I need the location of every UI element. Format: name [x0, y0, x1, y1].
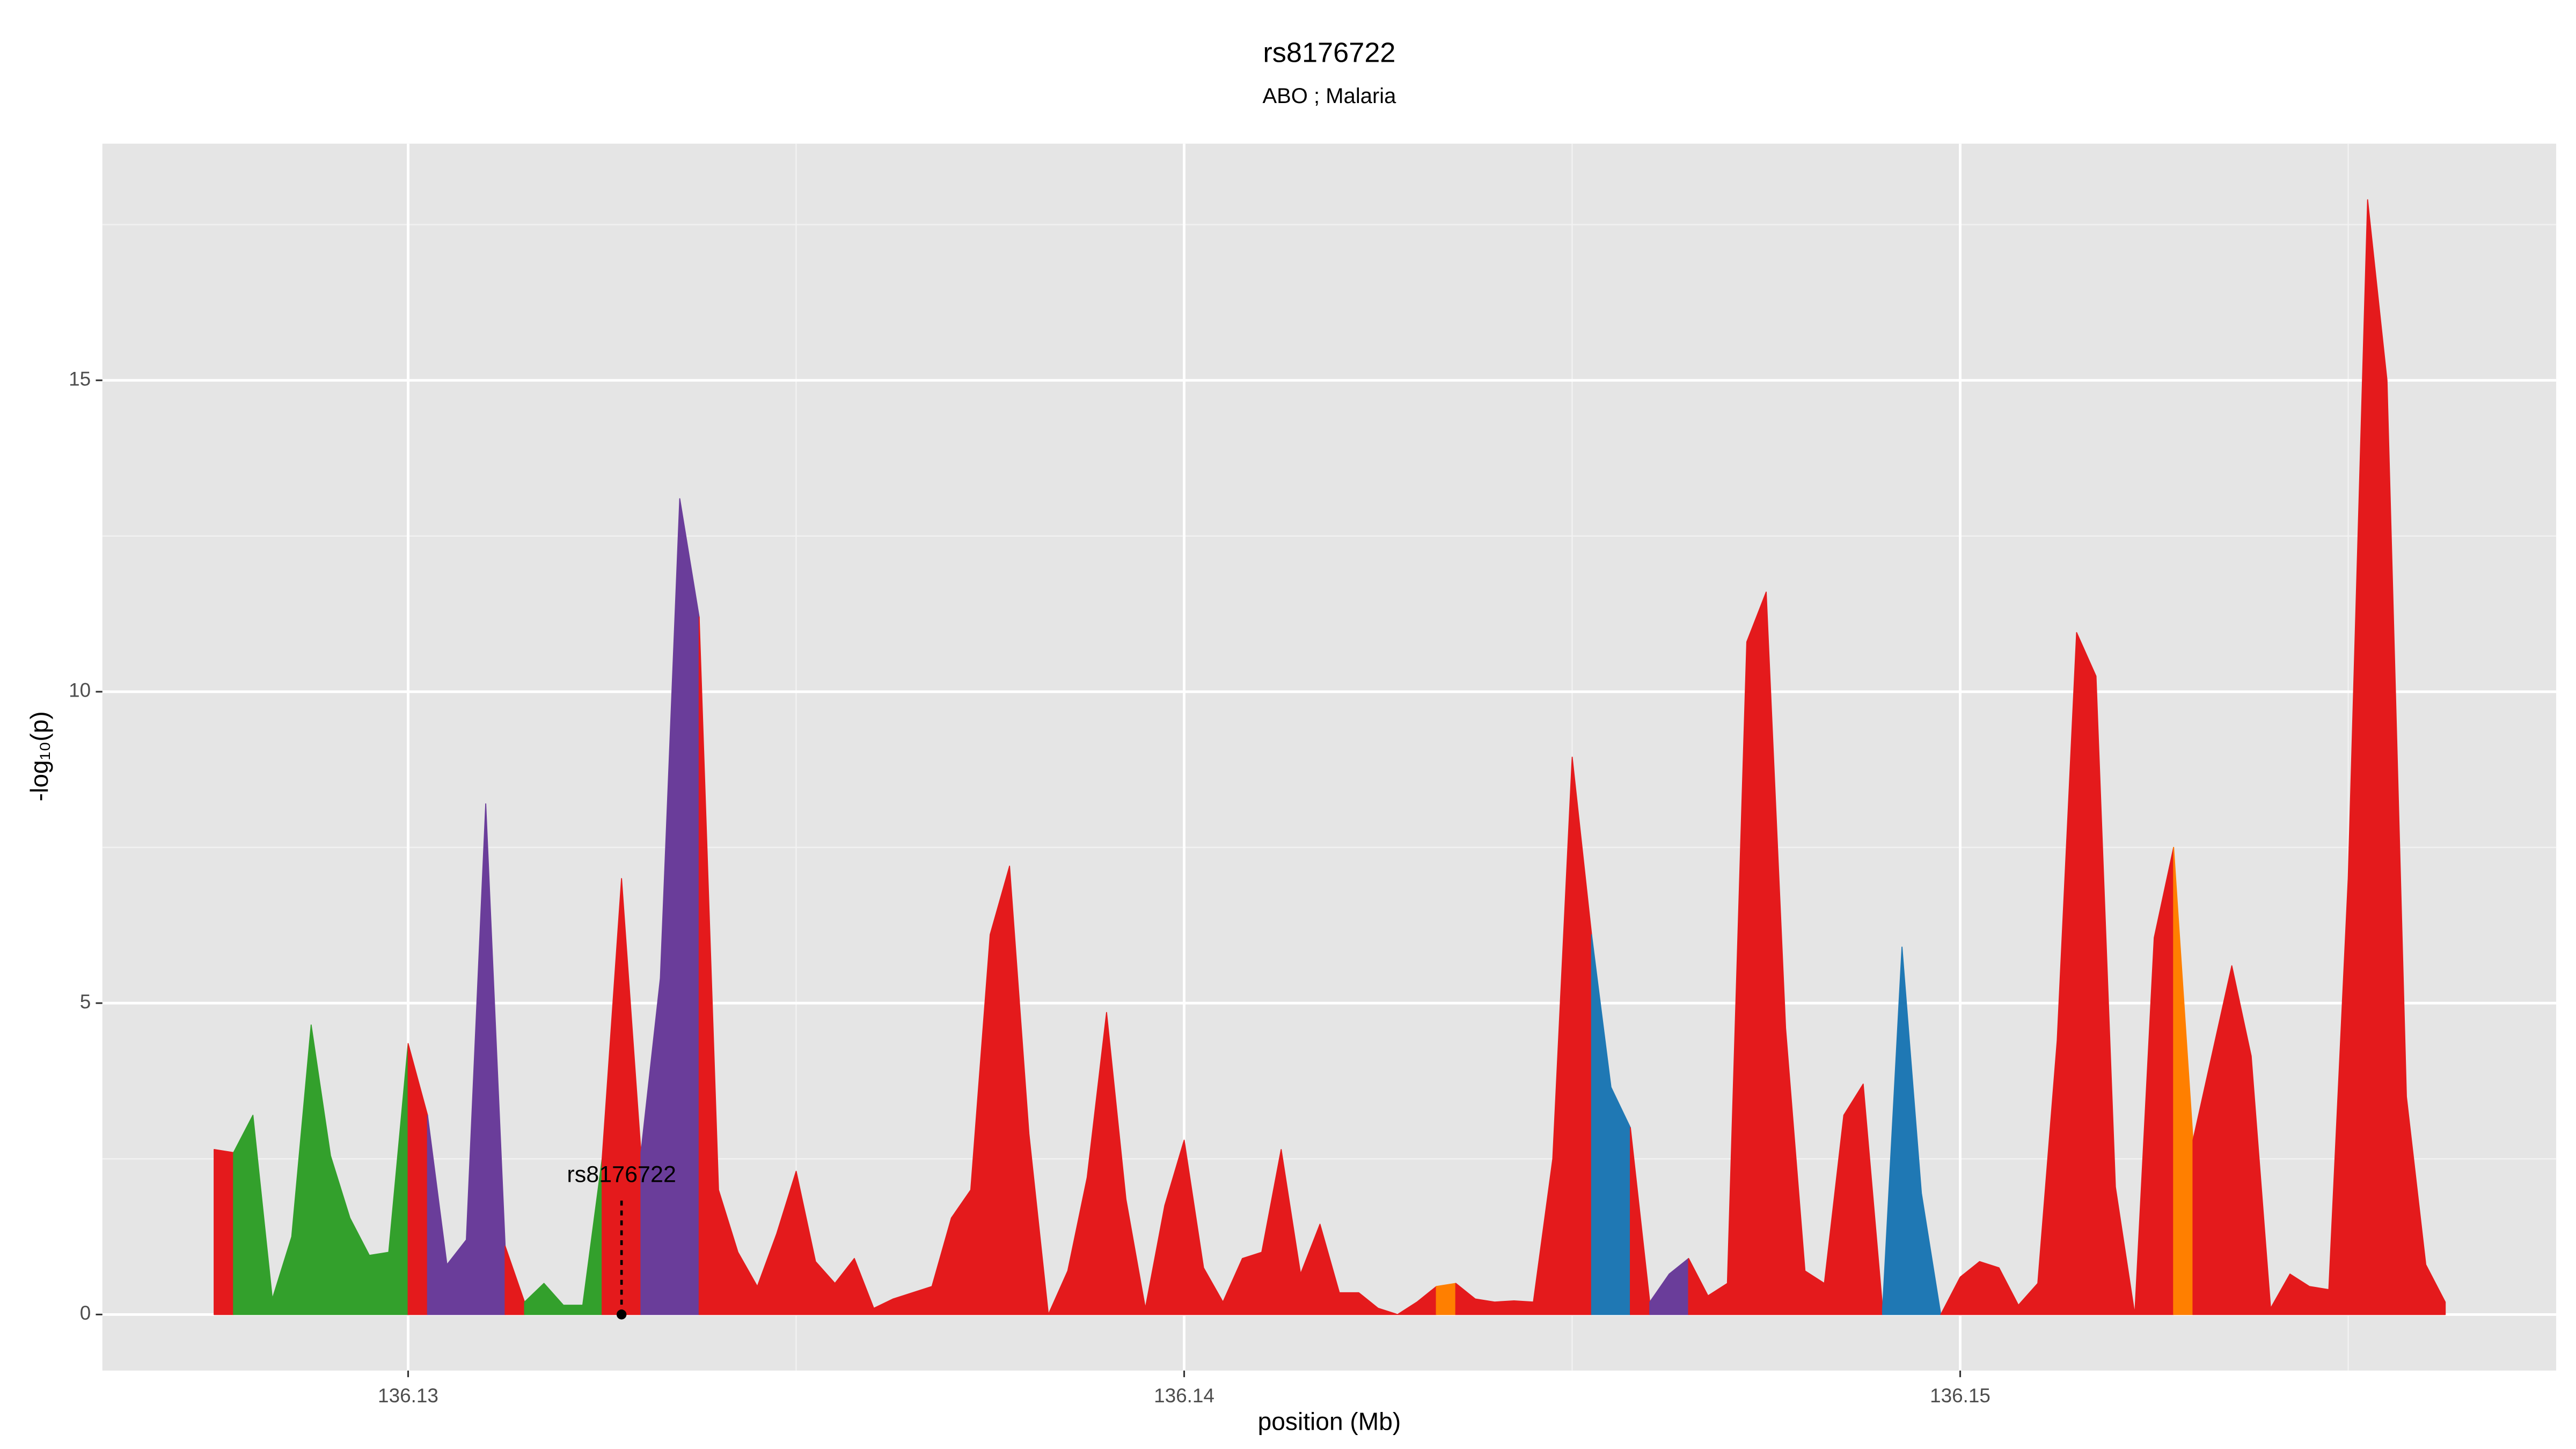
annotation-label: rs8176722 — [567, 1161, 676, 1187]
area-segment — [1436, 1283, 1457, 1315]
x-axis-label: position (Mb) — [1258, 1407, 1401, 1435]
area-segment — [214, 1148, 235, 1315]
area-segment — [1455, 756, 1592, 1315]
area-segment — [524, 1158, 603, 1315]
x-tick-label: 136.14 — [1154, 1385, 1214, 1407]
y-tick-label: 0 — [80, 1302, 91, 1324]
chart-title: rs8176722 — [1263, 37, 1395, 68]
x-tick-label: 136.15 — [1930, 1385, 1990, 1407]
chart-subtitle: ABO ; Malaria — [1262, 84, 1396, 108]
y-tick-label: 10 — [69, 679, 91, 701]
area-segment — [427, 803, 506, 1315]
y-axis-label: -log₁₀(p) — [25, 711, 53, 801]
y-tick-label: 5 — [80, 991, 91, 1013]
x-tick-label: 136.13 — [378, 1385, 438, 1407]
area-segment — [2192, 199, 2446, 1315]
y-tick-label: 15 — [69, 368, 91, 390]
annotation-point — [616, 1309, 627, 1320]
area-segment — [698, 616, 1437, 1315]
area-segment — [1882, 946, 1942, 1315]
area-segment — [1940, 632, 2175, 1315]
